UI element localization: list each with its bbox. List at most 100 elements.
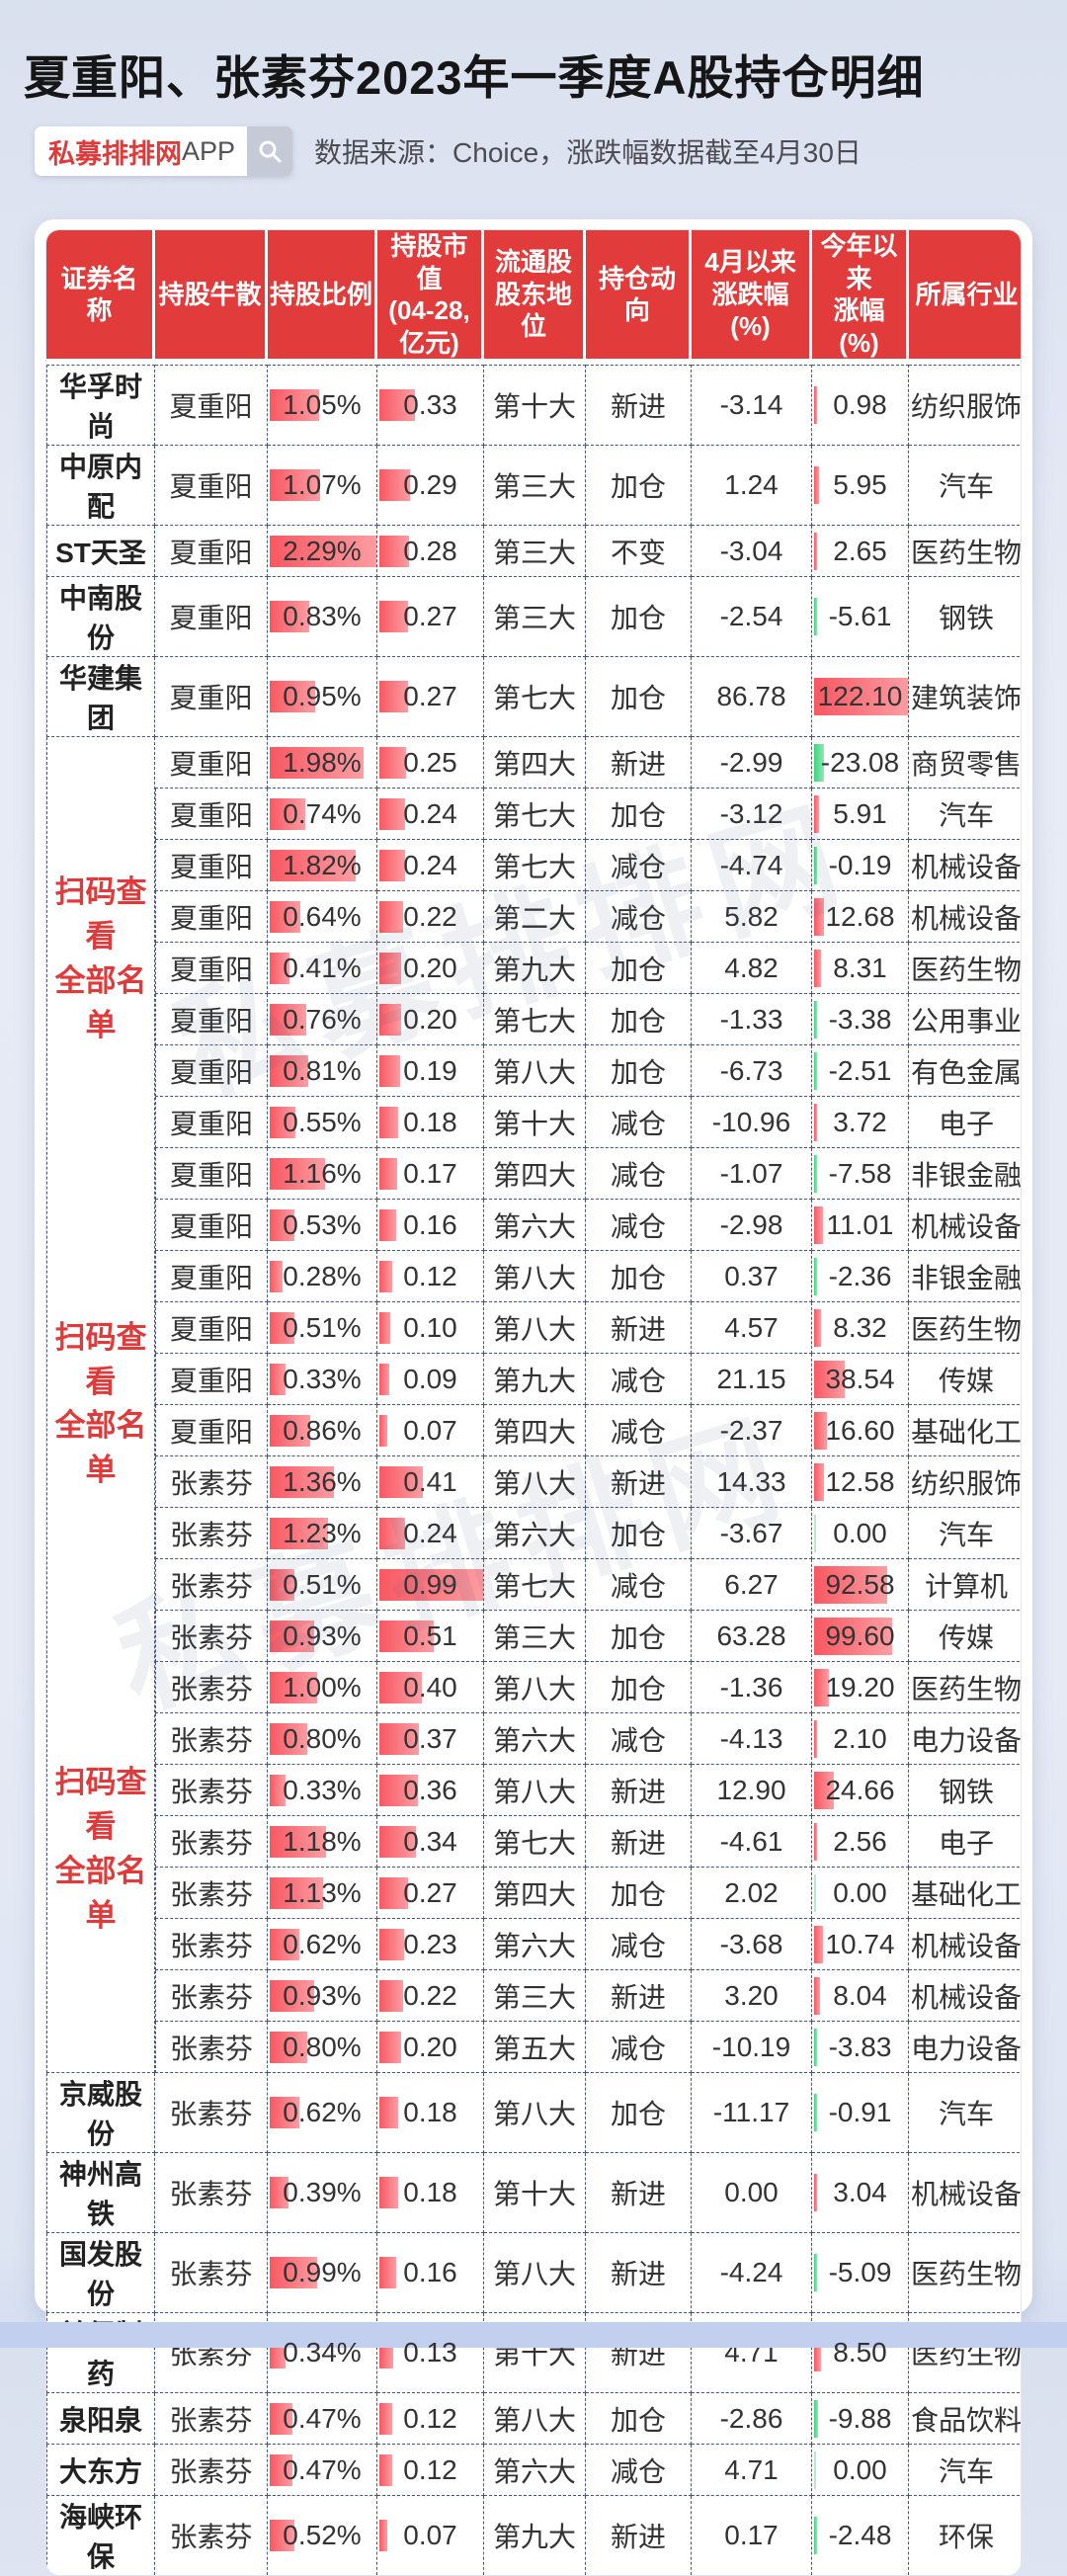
data-bar — [379, 1671, 423, 1703]
ytd-change-cell: 2.56 — [812, 1816, 909, 1868]
data-bar — [270, 389, 320, 421]
data-bar — [814, 1873, 816, 1912]
table-row: 夏重阳 1.16% 0.17 第四大 减仓 -1.07 -7.58 非银金融 — [46, 1148, 1021, 1200]
market-value-cell: 0.27 — [377, 657, 484, 737]
ytd-change-cell: 2.65 — [812, 526, 909, 577]
apr-change-cell: 63.28 — [692, 1611, 812, 1662]
apr-change-cell: -3.67 — [692, 1508, 812, 1559]
industry-cell: 计算机 — [909, 1559, 1021, 1611]
ytd-change-cell: 0.00 — [812, 1508, 909, 1559]
ratio-cell: 0.51% — [268, 1559, 377, 1611]
rank-cell: 第八大 — [484, 2233, 586, 2313]
action-cell: 加仓 — [586, 943, 692, 994]
data-bar — [379, 389, 415, 421]
holder-cell: 张素芬 — [155, 2153, 268, 2233]
data-bar — [270, 1928, 299, 1960]
action-cell: 减仓 — [586, 1097, 692, 1148]
rank-cell: 第四大 — [484, 737, 586, 789]
data-bar — [379, 1260, 392, 1292]
market-value-cell: 0.07 — [377, 1405, 484, 1456]
ratio-cell: 0.62% — [268, 2073, 377, 2153]
ratio-cell: 1.00% — [268, 1662, 377, 1713]
ytd-change-cell: -3.38 — [812, 994, 909, 1045]
data-bar — [814, 1205, 823, 1244]
data-bar — [814, 1514, 816, 1552]
industry-cell: 汽车 — [909, 789, 1021, 840]
apr-change-cell: -2.86 — [692, 2393, 812, 2445]
action-cell: 减仓 — [586, 1148, 692, 1200]
holder-cell: 夏重阳 — [155, 789, 268, 840]
market-value-cell: 0.19 — [377, 1045, 484, 1097]
market-value-cell: 0.33 — [377, 365, 484, 446]
apr-change-cell: -3.12 — [692, 789, 812, 840]
apr-change-cell: -1.36 — [692, 1662, 812, 1713]
ytd-change-cell: 2.10 — [812, 1713, 909, 1765]
market-value-cell: 0.24 — [377, 789, 484, 840]
data-bar — [270, 1620, 314, 1652]
action-cell: 减仓 — [586, 1559, 692, 1611]
apr-change-cell: -2.54 — [692, 577, 812, 657]
ratio-cell: 0.55% — [268, 1097, 377, 1148]
rank-cell: 第四大 — [484, 1405, 586, 1456]
scan-qr-merged-cell: 扫码查看 全部名单 扫码查看 全部名单 扫码查看 全部名单 — [46, 737, 155, 2073]
rank-cell: 第七大 — [484, 994, 586, 1045]
holder-cell: 夏重阳 — [155, 1354, 268, 1405]
ytd-change-cell: -9.88 — [812, 2393, 909, 2445]
ytd-change-cell: 8.31 — [812, 943, 909, 994]
rank-cell: 第三大 — [484, 526, 586, 577]
data-bar — [379, 849, 405, 881]
data-bar — [814, 678, 908, 715]
table-row: 夏重阳 0.53% 0.16 第六大 减仓 -2.98 11.01 机械设备 — [46, 1200, 1021, 1251]
action-cell: 加仓 — [586, 2393, 692, 2445]
scan-qr-label: 扫码查看 全部名单 — [54, 1764, 147, 1933]
table-row: 夏重阳 0.55% 0.18 第十大 减仓 -10.96 3.72 电子 — [46, 1097, 1021, 1148]
rank-cell: 第二大 — [484, 891, 586, 943]
data-bar — [379, 1106, 399, 1138]
industry-cell: 汽车 — [909, 446, 1021, 526]
rank-cell: 第五大 — [484, 2022, 586, 2073]
market-value-cell: 0.27 — [377, 1868, 484, 1919]
industry-cell: 电子 — [909, 1097, 1021, 1148]
apr-change-cell: -1.07 — [692, 1148, 812, 1200]
data-bar — [814, 1925, 823, 1963]
scan-qr-label: 扫码查看 全部名单 — [54, 874, 147, 1043]
holder-cell: 夏重阳 — [155, 891, 268, 943]
ratio-cell: 0.51% — [268, 1302, 377, 1354]
data-bar — [814, 1360, 845, 1398]
stock-name-cell: 华孚时尚 — [46, 365, 155, 446]
ytd-change-cell: 5.95 — [812, 446, 909, 526]
ytd-change-cell: -0.19 — [812, 840, 909, 891]
rank-cell: 第六大 — [484, 1200, 586, 1251]
table-row: 张素芬 1.18% 0.34 第七大 新进 -4.61 2.56 电子 — [46, 1816, 1021, 1868]
ratio-cell: 0.93% — [268, 1611, 377, 1662]
ratio-cell: 1.98% — [268, 737, 377, 789]
data-bar — [814, 1719, 817, 1758]
ratio-cell: 1.16% — [268, 1148, 377, 1200]
apr-change-cell: -4.61 — [692, 1816, 812, 1868]
rank-cell: 第八大 — [484, 1045, 586, 1097]
table-row: 张素芬 0.80% 0.37 第六大 减仓 -4.13 2.10 电力设备 — [46, 1713, 1021, 1765]
data-bar — [379, 1928, 404, 1960]
industry-cell: 医药生物 — [909, 526, 1021, 577]
market-value-cell: 0.25 — [377, 737, 484, 789]
action-cell: 加仓 — [586, 1611, 692, 1662]
holder-cell: 夏重阳 — [155, 943, 268, 994]
ytd-change-cell: 38.54 — [812, 1354, 909, 1405]
rank-cell: 第八大 — [484, 1765, 586, 1816]
holder-cell: 张素芬 — [155, 2073, 268, 2153]
stock-name-cell: 国发股份 — [46, 2233, 155, 2313]
ratio-cell: 1.23% — [268, 1508, 377, 1559]
table-row: 夏重阳 0.28% 0.12 第八大 加仓 0.37 -2.36 非银金融 — [46, 1251, 1021, 1302]
data-bar — [270, 1054, 308, 1087]
action-cell: 新进 — [586, 737, 692, 789]
apr-change-cell: 0.37 — [692, 1251, 812, 1302]
table-card: 证券名称 持股牛散 持股比例 持股市值 (04-28, 亿元) 流通股 股东地位 持仓动向… — [35, 219, 1032, 2576]
table-row: 张素芬 0.62% 0.23 第六大 减仓 -3.68 10.74 机械设备 — [46, 1919, 1021, 1970]
data-bar — [270, 1671, 318, 1703]
table-row: 张素芬 0.93% 0.22 第三大 新进 3.20 8.04 机械设备 — [46, 1970, 1021, 2022]
data-bar — [270, 797, 305, 830]
data-bar — [379, 2031, 401, 2063]
rank-cell: 第三大 — [484, 1970, 586, 2022]
holder-cell: 夏重阳 — [155, 840, 268, 891]
data-bar — [270, 900, 300, 933]
